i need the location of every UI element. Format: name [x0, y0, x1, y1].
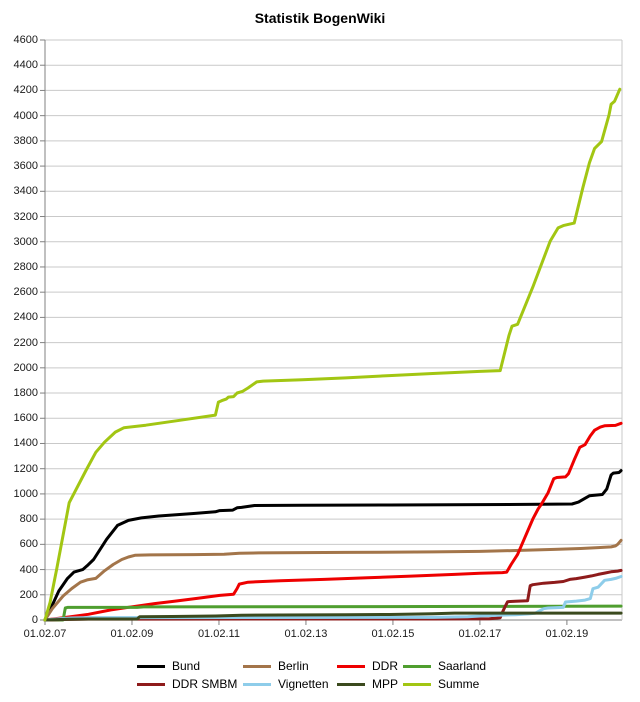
legend-color-swatch — [403, 664, 431, 668]
y-tick-label: 2000 — [13, 361, 38, 374]
y-tick-label: 1000 — [13, 487, 38, 500]
legend-label: DDR SMBM — [172, 677, 238, 691]
legend-color-swatch — [137, 682, 165, 686]
y-tick-label: 200 — [19, 588, 38, 601]
y-tick-label: 4200 — [13, 84, 38, 97]
y-tick-label: 2600 — [13, 286, 38, 299]
legend-label: MPP — [372, 677, 399, 691]
y-tick-label: 600 — [19, 538, 38, 551]
legend-item-mpp: MPP — [337, 676, 398, 692]
y-tick-label: 800 — [19, 513, 38, 526]
y-tick-label: 400 — [19, 563, 38, 576]
x-tick-label: 01.02.19 — [545, 628, 589, 640]
x-tick-label: 01.02.09 — [110, 628, 154, 640]
y-tick-label: 4600 — [13, 34, 38, 46]
y-tick-label: 2200 — [13, 336, 38, 349]
y-tick-label: 1200 — [13, 462, 38, 475]
series-line-mpp — [43, 611, 623, 622]
x-tick-label: 01.02.07 — [23, 628, 67, 640]
legend-item-saarland: Saarland — [403, 658, 486, 674]
series-line-saarland — [43, 604, 623, 622]
x-tick-label: 01.02.13 — [284, 628, 328, 640]
series-line-berlin — [43, 538, 623, 622]
y-tick-label: 1600 — [13, 412, 38, 425]
legend-color-swatch — [243, 682, 271, 686]
y-tick-label: 1400 — [13, 437, 38, 450]
y-tick-label: 3000 — [13, 235, 38, 248]
series-line-summe — [43, 87, 622, 622]
x-tick-label: 01.02.17 — [458, 628, 502, 640]
legend-item-ddr: DDR — [337, 658, 398, 674]
series-line-bund — [43, 469, 623, 622]
legend-label: Vignetten — [278, 677, 329, 691]
y-tick-label: 4400 — [13, 59, 38, 72]
legend-color-swatch — [243, 664, 271, 668]
legend-label: DDR — [372, 659, 398, 673]
y-tick-label: 2800 — [13, 260, 38, 273]
y-tick-label: 3400 — [13, 185, 38, 198]
y-tick-label: 2400 — [13, 311, 38, 324]
series-line-ddr-smbm — [43, 568, 623, 622]
legend-label: Saarland — [438, 659, 487, 673]
y-tick-label: 3600 — [13, 160, 38, 173]
legend-item-bund: Bund — [137, 658, 200, 674]
x-tick-label: 01.02.11 — [197, 628, 240, 640]
legend-color-swatch — [137, 664, 165, 668]
y-tick-label: 3800 — [13, 134, 38, 147]
y-tick-label: 4000 — [13, 109, 38, 122]
legend-color-swatch — [337, 682, 365, 686]
y-tick-label: 1800 — [13, 387, 38, 400]
chart-title: Statistik BogenWiki — [254, 10, 386, 26]
legend-label: Bund — [172, 659, 201, 673]
series-line-vignetten — [43, 575, 623, 622]
legend-color-swatch — [337, 664, 365, 668]
y-tick-label: 0 — [31, 614, 38, 626]
legend-color-swatch — [403, 682, 431, 686]
y-tick-label: 3200 — [13, 210, 38, 223]
legend-label: Berlin — [278, 659, 309, 673]
legend-item-ddr-smbm: DDR SMBM — [137, 676, 237, 692]
legend-item-summe: Summe — [403, 676, 479, 692]
legend-item-berlin: Berlin — [243, 658, 309, 674]
legend: Bund Berlin DDR Saarland DDR SMBM Vignetten MP… — [0, 656, 640, 696]
legend-item-vignetten: Vignetten — [243, 676, 329, 692]
legend-label: Summe — [438, 677, 480, 691]
x-tick-label: 01.02.15 — [371, 628, 415, 640]
series-line-ddr — [43, 421, 623, 622]
